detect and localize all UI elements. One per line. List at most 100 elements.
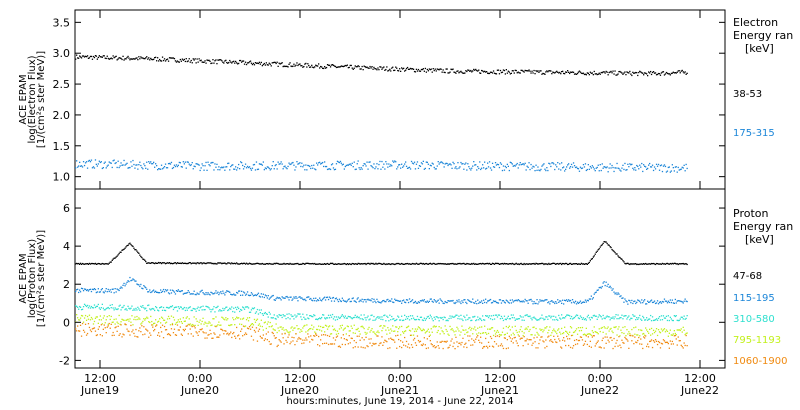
data-point	[512, 301, 514, 303]
data-point	[429, 334, 431, 336]
data-point	[666, 262, 669, 265]
data-point	[658, 331, 661, 333]
data-point	[482, 302, 484, 304]
data-point	[603, 71, 605, 73]
data-point	[506, 72, 508, 74]
data-point	[155, 306, 157, 308]
data-point	[310, 66, 312, 68]
data-point	[641, 319, 643, 321]
data-point	[362, 263, 364, 265]
data-point	[117, 254, 119, 256]
data-point	[598, 72, 600, 74]
data-point	[145, 260, 147, 263]
data-point	[144, 308, 146, 310]
data-point	[240, 161, 242, 163]
data-point	[413, 337, 416, 340]
data-point	[341, 314, 343, 316]
data-point	[352, 317, 354, 319]
data-point	[643, 164, 645, 166]
data-point	[512, 263, 514, 265]
data-point	[346, 339, 348, 341]
data-point	[560, 169, 562, 171]
data-point	[455, 72, 457, 74]
data-point	[605, 316, 607, 318]
data-point	[507, 70, 509, 72]
data-point	[566, 314, 568, 316]
data-point	[258, 163, 261, 165]
data-point	[456, 70, 458, 72]
data-point	[471, 301, 473, 303]
data-point	[467, 299, 469, 301]
data-point	[480, 301, 482, 304]
data-point	[574, 315, 577, 317]
data-point	[633, 327, 635, 329]
data-point	[163, 291, 166, 293]
data-point	[658, 169, 661, 171]
data-point	[600, 287, 602, 289]
data-point	[561, 327, 563, 330]
data-point	[665, 300, 668, 302]
data-point	[623, 315, 625, 317]
data-point	[370, 67, 372, 69]
data-point	[270, 296, 272, 298]
data-point	[359, 68, 361, 70]
data-point	[104, 327, 106, 329]
data-point	[372, 301, 374, 303]
data-point	[230, 263, 232, 265]
data-point	[647, 263, 649, 265]
data-point	[509, 318, 511, 320]
data-point	[434, 300, 436, 302]
data-point	[380, 168, 382, 170]
data-point	[186, 60, 188, 63]
data-point	[397, 334, 399, 336]
data-point	[546, 345, 548, 348]
data-point	[631, 317, 633, 320]
data-point	[651, 164, 654, 166]
data-point	[564, 263, 566, 265]
data-point	[237, 306, 239, 308]
data-point	[192, 324, 194, 326]
data-point	[524, 263, 526, 266]
data-point	[668, 347, 670, 349]
data-point	[565, 300, 567, 302]
data-point	[394, 298, 396, 300]
data-point	[534, 334, 536, 336]
data-point	[240, 318, 242, 320]
data-point	[661, 170, 664, 173]
data-point	[683, 72, 685, 74]
data-point	[91, 167, 94, 169]
data-point	[518, 335, 520, 337]
data-point	[450, 263, 452, 265]
data-point	[411, 162, 414, 164]
data-point	[79, 161, 81, 163]
data-point	[599, 164, 601, 166]
data-point	[569, 262, 572, 265]
data-point	[551, 300, 553, 302]
data-point	[451, 338, 453, 340]
data-point	[578, 70, 581, 72]
data-point	[578, 170, 581, 172]
data-point	[94, 288, 97, 291]
data-point	[152, 290, 154, 292]
data-point	[481, 319, 483, 322]
data-point	[127, 280, 129, 282]
data-point	[278, 297, 280, 299]
data-point	[287, 296, 289, 299]
data-point	[105, 308, 107, 310]
data-point	[84, 314, 87, 317]
data-point	[292, 161, 294, 164]
data-point	[541, 328, 543, 331]
data-point	[584, 299, 587, 301]
data-point	[306, 169, 308, 171]
data-point	[370, 262, 372, 264]
data-point	[255, 262, 258, 265]
data-point	[270, 317, 272, 319]
data-point	[288, 332, 290, 334]
data-point	[296, 315, 298, 317]
data-point	[242, 325, 245, 327]
data-point	[622, 318, 624, 320]
data-point	[258, 61, 261, 63]
data-point	[581, 167, 584, 169]
data-point	[152, 262, 154, 264]
data-point	[401, 163, 403, 165]
